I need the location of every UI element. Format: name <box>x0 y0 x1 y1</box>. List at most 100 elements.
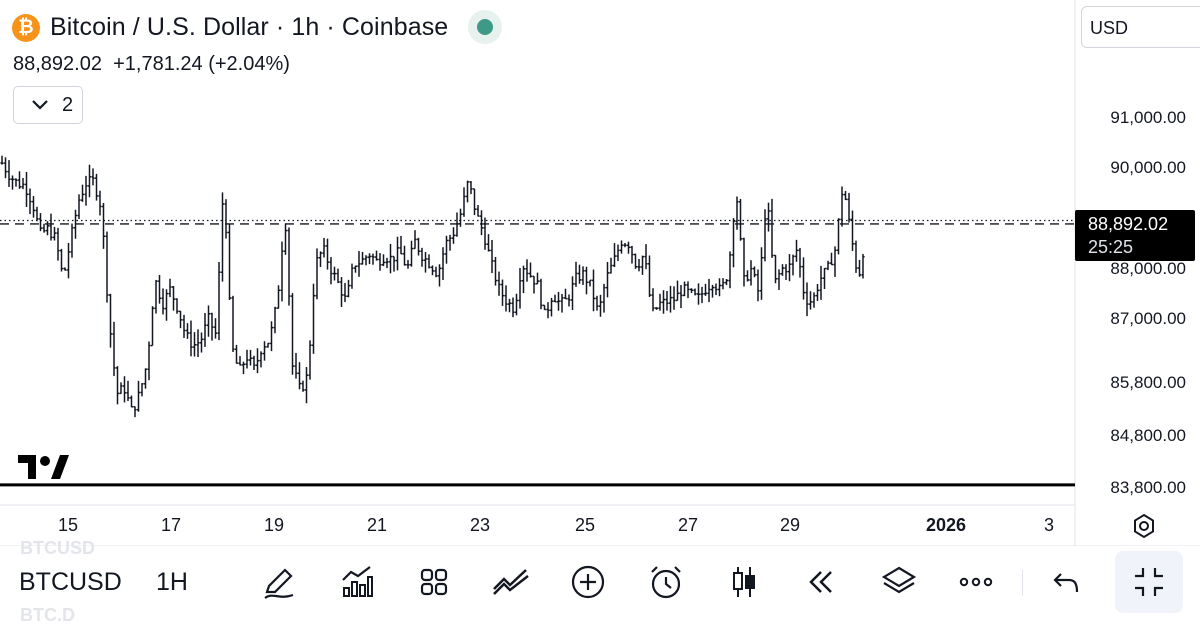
ohlc-bar <box>857 259 862 277</box>
exit-fullscreen-button[interactable] <box>1115 551 1183 613</box>
trend-icon[interactable] <box>491 562 531 602</box>
ohlc-bar <box>787 254 792 282</box>
ohlc-bar <box>42 223 46 233</box>
ohlc-bar <box>294 352 298 379</box>
tradingview-logo-icon[interactable] <box>18 453 70 481</box>
symbol-title[interactable]: Bitcoin / U.S. Dollar · 1h · Coinbase <box>50 13 449 41</box>
ohlc-bar <box>140 383 144 397</box>
ohlc-bar <box>280 241 284 302</box>
ohlc-bar <box>276 285 281 309</box>
ohlc-bar <box>318 251 323 268</box>
ohlc-bar <box>98 190 102 216</box>
ohlc-bar <box>406 259 410 269</box>
more-icon[interactable] <box>956 562 996 602</box>
currency-selector[interactable]: USD <box>1081 6 1200 48</box>
ohlc-bar <box>567 294 571 307</box>
alarm-icon[interactable] <box>646 562 686 602</box>
indicators-toggle-button[interactable]: 2 <box>13 86 83 124</box>
last-price-value: 88,892.02 <box>1088 214 1169 234</box>
ohlc-bar <box>854 240 858 273</box>
ohlc-bar <box>133 406 137 418</box>
price-tick-label: 90,000.00 <box>1110 158 1186 177</box>
indicator-count: 2 <box>62 94 74 116</box>
ohlc-bar <box>136 380 141 412</box>
ohlc-bar <box>171 286 176 311</box>
ohlc-bar <box>738 198 743 241</box>
ohlc-bar <box>28 188 32 215</box>
ohlc-bar <box>448 234 452 251</box>
undo-icon[interactable] <box>1047 562 1087 602</box>
ohlc-bar <box>486 234 491 252</box>
ohlc-bar <box>175 298 179 314</box>
ohlc-bar <box>752 266 757 278</box>
ohlc-bar <box>535 272 540 285</box>
ohlc-bar <box>185 323 190 339</box>
price-legend: 88,892.02 +1,781.24 (+2.04%) <box>13 53 290 76</box>
ohlc-bar <box>696 283 701 305</box>
ohlc-bar <box>710 284 715 298</box>
ohlc-bar <box>301 380 305 392</box>
market-status-icon[interactable] <box>468 10 502 44</box>
timeframe-selector[interactable]: 1H <box>156 568 188 596</box>
ohlc-bar <box>556 291 561 311</box>
layers-icon[interactable] <box>879 562 919 602</box>
ohlc-bar <box>423 252 428 273</box>
ohlc-bar <box>605 261 610 298</box>
time-tick-label: 21 <box>366 515 388 535</box>
ohlc-bar <box>773 254 778 284</box>
candles-icon[interactable] <box>724 562 764 602</box>
ohlc-bar <box>560 293 564 313</box>
ohlc-bar <box>724 279 729 285</box>
ohlc-bar <box>35 206 39 222</box>
ohlc-bar <box>367 253 372 265</box>
pencil-icon[interactable] <box>259 562 299 602</box>
symbol-selector[interactable]: BTCUSD <box>19 568 122 596</box>
ohlc-bar <box>616 244 620 262</box>
ohlc-bar <box>658 293 662 311</box>
ohlc-bar <box>129 395 134 408</box>
ohlc-bar <box>490 239 494 274</box>
ohlc-bar <box>675 280 680 302</box>
ohlc-bar <box>434 266 438 278</box>
ohlc-bar <box>430 265 435 276</box>
price-tick-label: 85,800.00 <box>1110 373 1186 392</box>
ohlc-bar <box>791 254 795 276</box>
ohlc-bar <box>87 164 92 198</box>
ohlc-bar <box>360 251 365 265</box>
ohlc-bar <box>731 218 736 268</box>
ohlc-bar <box>409 240 414 267</box>
price-tick-label: 83,800.00 <box>1110 478 1186 497</box>
ohlc-bar <box>315 248 319 300</box>
ohlc-bar <box>749 260 753 286</box>
bar-chart-icon[interactable] <box>336 562 376 602</box>
ohlc-bar <box>332 266 337 281</box>
ohlc-bar <box>17 171 22 189</box>
ohlc-bar <box>147 341 151 381</box>
rewind-icon[interactable] <box>801 562 841 602</box>
chevron-down-icon <box>32 100 48 110</box>
ohlc-bar <box>591 269 596 312</box>
ohlc-bar <box>654 307 659 310</box>
bottom-toolbar <box>0 546 1200 618</box>
ohlc-bar <box>598 294 603 317</box>
ohlc-bar <box>273 306 277 334</box>
ohlc-bar <box>686 281 690 299</box>
ohlc-bar <box>500 279 505 306</box>
last-price-tag: 88,892.02 25:25 <box>1075 210 1195 261</box>
settings-gear-icon[interactable] <box>1130 512 1158 540</box>
ohlc-bar <box>241 361 246 375</box>
ghost-symbol-prev: BTCUSD <box>20 538 95 558</box>
ohlc-bar <box>59 248 64 272</box>
legend-price: 88,892.02 <box>13 53 102 75</box>
plus-circle-icon[interactable] <box>568 562 608 602</box>
ohlc-bar <box>161 288 165 315</box>
time-tick-label: 19 <box>263 515 285 535</box>
grid-icon[interactable] <box>414 562 454 602</box>
bar-countdown: 25:25 <box>1088 237 1134 257</box>
ohlc-bar <box>224 199 228 239</box>
ghost-symbol-next: BTC.D <box>20 605 75 625</box>
ohlc-bar <box>192 332 197 357</box>
ohlc-bar <box>168 278 172 298</box>
time-tick-label: 23 <box>469 515 491 535</box>
